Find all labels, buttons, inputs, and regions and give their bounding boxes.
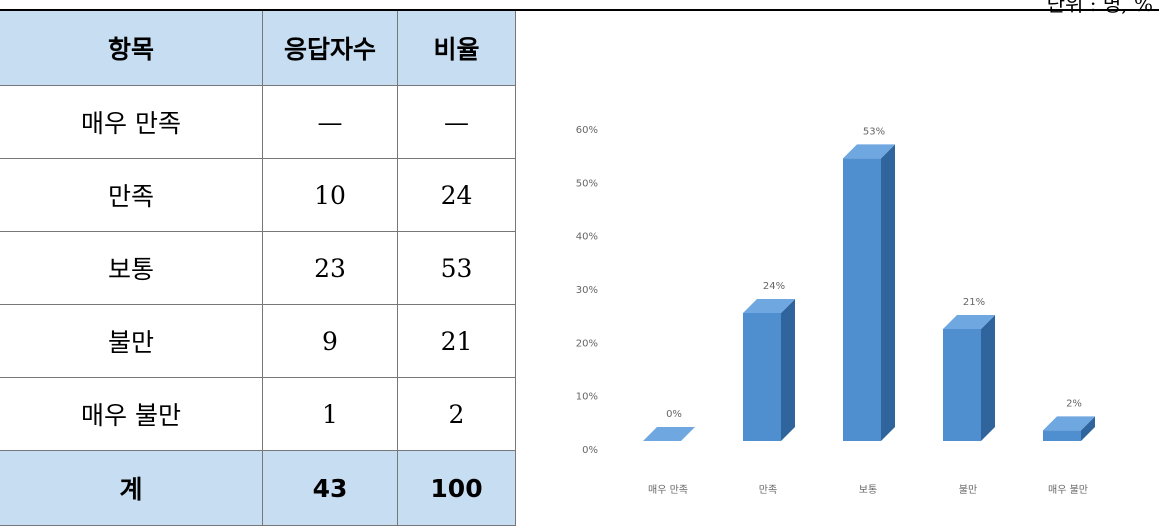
total-cell: 43 (262, 450, 398, 526)
table-cell: 24 (397, 158, 516, 232)
bar (1043, 416, 1095, 441)
bar-front (743, 313, 781, 441)
y-tick-label: 50% (576, 178, 598, 189)
x-tick-label: 매우 만족 (648, 484, 688, 496)
bar-top (943, 315, 995, 329)
x-tick-label: 보통 (859, 484, 877, 496)
table-cell: 23 (262, 231, 398, 305)
bar (943, 315, 995, 441)
table-cell: 53 (397, 231, 516, 305)
bar-side (881, 144, 895, 442)
bar-front (1043, 430, 1081, 441)
table-row: 매우 만족 — — (0, 85, 516, 159)
bar-top (1043, 416, 1095, 431)
header-cell: 항목 (0, 11, 263, 86)
y-tick-label: 20% (576, 338, 598, 349)
table-cell: 불만 (0, 304, 263, 378)
bar-top (843, 144, 895, 159)
bar-side (781, 299, 795, 441)
table-cell: — (262, 85, 398, 159)
total-cell: 100 (397, 450, 516, 526)
table-cell: 매우 불만 (0, 377, 263, 451)
bar-side (1081, 416, 1095, 441)
unit-label: 단위 : 명, % (1046, 0, 1153, 16)
y-tick-label: 30% (576, 285, 598, 296)
y-tick-label: 60% (576, 125, 598, 136)
table-cell: 보통 (0, 231, 263, 305)
x-tick-label: 만족 (759, 484, 777, 496)
data-label: 0% (666, 409, 682, 420)
table-cell: 매우 만족 (0, 85, 263, 159)
table-cell: 2 (397, 377, 516, 451)
table-row: 불만 9 21 (0, 304, 516, 378)
bar-top (643, 427, 695, 441)
data-label: 53% (863, 126, 885, 137)
y-tick-label: 0% (582, 445, 598, 456)
bar-top (743, 299, 795, 313)
table-row: 만족 10 24 (0, 158, 516, 232)
table-cell: — (397, 85, 516, 159)
table: 항목 응답자수 비율 매우 만족 — — 만족 10 24 보통 23 53 불만 9 21 매우 불만… (0, 11, 516, 526)
data-label: 24% (763, 281, 785, 292)
table-cell: 21 (397, 304, 516, 378)
top-rule (0, 9, 1159, 11)
bar-side (981, 315, 995, 441)
bar (843, 144, 895, 442)
header-cell: 비율 (397, 11, 516, 86)
header-row: 항목 응답자수 비율 (0, 11, 516, 86)
data-label: 21% (963, 297, 985, 308)
y-tick-label: 10% (576, 392, 598, 403)
table-row: 보통 23 53 (0, 231, 516, 305)
total-row: 계 43 100 (0, 450, 516, 526)
bar-front (943, 329, 981, 441)
table-cell: 만족 (0, 158, 263, 232)
y-tick-label: 40% (576, 232, 598, 243)
bar (643, 427, 695, 441)
total-cell: 계 (0, 450, 263, 526)
table-cell: 1 (262, 377, 398, 451)
x-tick-label: 불만 (959, 484, 977, 496)
table-row: 매우 불만 1 2 (0, 377, 516, 451)
table-cell: 9 (262, 304, 398, 378)
table-body: 매우 만족 — — 만족 10 24 보통 23 53 불만 9 21 매우 불만 1 2 (0, 85, 516, 451)
table-cell: 10 (262, 158, 398, 232)
x-tick-label: 매우 불만 (1048, 484, 1088, 496)
header-cell: 응답자수 (262, 11, 398, 86)
data-label: 2% (1066, 398, 1082, 409)
bar (743, 299, 795, 441)
bar-front (843, 158, 881, 442)
chart: 0% 10% 20% 30% 40% 50% 60% 매우 만족 0% 만족 24% 보통 53% 불만 2… (576, 125, 1095, 496)
